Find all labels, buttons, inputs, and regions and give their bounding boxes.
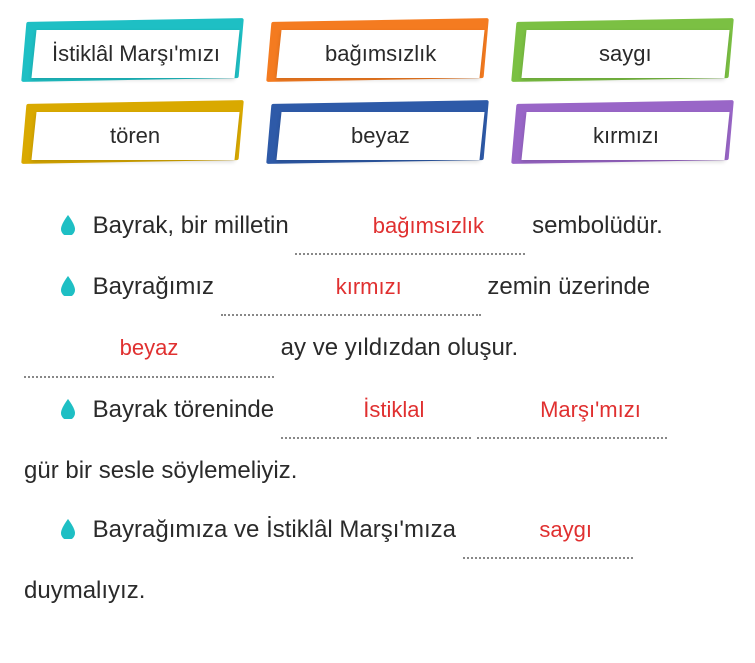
word-box-front: saygı xyxy=(521,30,729,78)
droplet-icon xyxy=(60,519,76,539)
word-box-toren: tören xyxy=(24,102,241,162)
sentence-2b: beyaz ay ve yıldızdan oluşur. xyxy=(24,320,731,377)
sentence-text: sembolüdür. xyxy=(532,212,663,239)
word-box-label: kırmızı xyxy=(593,123,659,149)
sentence-4b: duymalıyız. xyxy=(24,563,731,618)
blank-3a: İstiklal xyxy=(281,382,471,439)
sentence-text: Bayrak, bir milletin xyxy=(93,212,289,239)
word-box-kirmizi: kırmızı xyxy=(514,102,731,162)
answer-1: bağımsızlık xyxy=(367,213,490,238)
sentence-3a: Bayrak töreninde İstiklal Marşı'mızı xyxy=(24,382,731,439)
word-box-istiklal: İstiklâl Marşı'mızı xyxy=(24,20,241,80)
answer-3b: Marşı'mızı xyxy=(534,397,647,422)
sentence-3b: gür bir sesle söylemeliyiz. xyxy=(24,443,731,498)
blank-2a: kırmızı xyxy=(221,259,481,316)
word-box-label: tören xyxy=(110,123,160,149)
sentence-text: Bayrak töreninde xyxy=(93,396,274,423)
word-box-front: tören xyxy=(31,112,239,160)
sentence-text: gür bir sesle söylemeliyiz. xyxy=(24,457,297,484)
blank-4: saygı xyxy=(463,502,633,559)
sentence-2a: Bayrağımız kırmızı zemin üzerinde xyxy=(24,259,731,316)
answer-4: saygı xyxy=(533,517,598,542)
blank-3b: Marşı'mızı xyxy=(477,382,667,439)
answer-2b: beyaz xyxy=(114,335,185,360)
answer-3a: İstiklal xyxy=(357,397,430,422)
word-box-label: saygı xyxy=(599,41,652,67)
droplet-icon xyxy=(60,215,76,235)
word-box-label: İstiklâl Marşı'mızı xyxy=(52,41,220,67)
sentence-text: Bayrağımıza ve İstiklâl Marşı'mıza xyxy=(93,516,456,543)
blank-2b: beyaz xyxy=(24,320,274,377)
word-box-front: beyaz xyxy=(276,112,484,160)
droplet-icon xyxy=(60,399,76,419)
word-boxes-row-2: tören beyaz kırmızı xyxy=(24,102,731,162)
word-box-front: bağımsızlık xyxy=(276,30,484,78)
answer-2a: kırmızı xyxy=(330,274,408,299)
word-box-front: İstiklâl Marşı'mızı xyxy=(31,30,239,78)
word-boxes-row-1: İstiklâl Marşı'mızı bağımsızlık saygı xyxy=(24,20,731,80)
sentences-area: Bayrak, bir milletin bağımsızlık sembolü… xyxy=(24,198,731,618)
word-box-label: bağımsızlık xyxy=(325,41,436,67)
blank-1: bağımsızlık xyxy=(295,198,525,255)
sentence-text: ay ve yıldızdan oluşur. xyxy=(281,334,518,361)
droplet-icon xyxy=(60,276,76,296)
sentence-text: zemin üzerinde xyxy=(487,273,650,300)
sentence-text: Bayrağımız xyxy=(93,273,214,300)
sentence-text: duymalıyız. xyxy=(24,577,145,604)
word-box-saygi: saygı xyxy=(514,20,731,80)
word-box-beyaz: beyaz xyxy=(269,102,486,162)
word-box-bagimsizlik: bağımsızlık xyxy=(269,20,486,80)
word-box-front: kırmızı xyxy=(521,112,729,160)
word-box-label: beyaz xyxy=(351,123,410,149)
sentence-4a: Bayrağımıza ve İstiklâl Marşı'mıza saygı xyxy=(24,502,731,559)
sentence-1: Bayrak, bir milletin bağımsızlık sembolü… xyxy=(24,198,731,255)
